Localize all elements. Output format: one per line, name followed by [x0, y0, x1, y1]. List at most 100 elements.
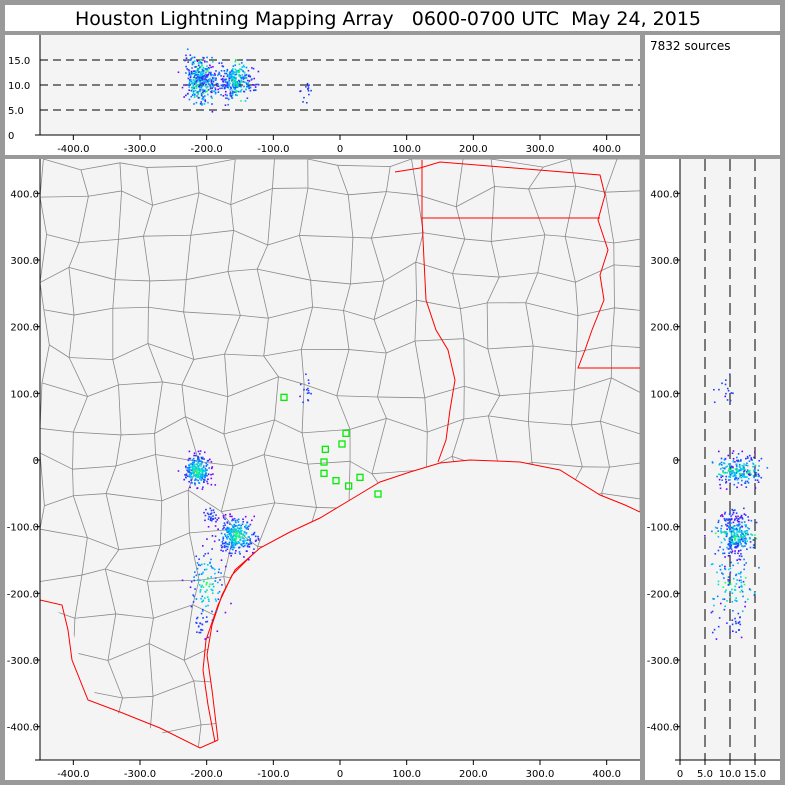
source-point	[226, 84, 228, 86]
source-point	[202, 466, 205, 468]
county-line	[307, 464, 317, 508]
source-point	[206, 589, 208, 591]
source-point	[238, 527, 241, 530]
station-marker	[374, 490, 382, 498]
source-point	[226, 70, 228, 73]
source-point	[746, 548, 748, 551]
source-point	[250, 542, 253, 545]
source-point	[243, 537, 245, 540]
source-point	[227, 74, 229, 76]
source-point	[240, 77, 242, 79]
source-point	[200, 77, 203, 80]
source-point	[194, 74, 196, 77]
source-point	[257, 70, 260, 73]
source-point	[245, 527, 248, 530]
source-point	[720, 527, 722, 530]
source-point	[745, 486, 748, 489]
source-point	[241, 81, 243, 83]
source-point	[715, 638, 718, 640]
county-line	[224, 354, 229, 397]
source-point	[199, 477, 201, 480]
source-point	[197, 625, 200, 628]
source-point	[236, 535, 239, 537]
county-line	[88, 190, 122, 197]
source-point	[741, 586, 743, 588]
source-point	[732, 630, 734, 633]
source-point	[736, 533, 738, 535]
county-line	[604, 159, 618, 193]
county-line	[68, 267, 75, 316]
source-point	[196, 458, 199, 461]
source-point	[305, 101, 308, 104]
source-point	[238, 81, 241, 84]
source-point	[209, 518, 212, 520]
county-line	[196, 166, 200, 193]
source-point	[228, 79, 231, 82]
source-point	[724, 591, 727, 593]
source-point	[194, 466, 197, 468]
source-point	[234, 552, 237, 555]
source-point	[210, 461, 213, 463]
source-point	[734, 617, 736, 620]
source-point	[745, 525, 747, 527]
county-line	[488, 415, 529, 422]
source-point	[234, 534, 237, 536]
source-point	[732, 577, 735, 580]
county-line	[599, 377, 612, 422]
source-point	[233, 71, 236, 73]
source-point	[211, 619, 214, 621]
source-point	[717, 530, 720, 532]
source-point	[240, 100, 242, 102]
source-point	[732, 535, 735, 537]
source-point	[234, 81, 237, 83]
county-line	[348, 191, 387, 196]
county-line	[537, 234, 546, 273]
source-point	[203, 475, 205, 477]
source-point	[232, 519, 234, 522]
source-point	[730, 533, 733, 535]
source-point	[731, 541, 734, 543]
main-x-tick-label: 300.0	[526, 769, 555, 780]
source-point	[183, 478, 185, 481]
source-point	[216, 82, 219, 85]
source-point	[732, 460, 735, 462]
source-point	[224, 85, 227, 87]
source-point	[754, 487, 757, 489]
source-point	[241, 545, 244, 547]
source-point	[306, 392, 309, 395]
county-line	[575, 315, 579, 352]
source-point	[726, 387, 729, 390]
source-point	[190, 79, 192, 81]
source-point	[717, 535, 720, 538]
source-point	[219, 579, 221, 581]
source-point	[193, 459, 196, 462]
source-point	[189, 79, 191, 82]
county-line	[490, 159, 495, 187]
source-point	[217, 73, 220, 76]
source-point	[232, 545, 235, 547]
source-point	[726, 600, 728, 602]
main-y-tick-label: 400.0	[10, 189, 39, 200]
county-line	[336, 349, 350, 396]
source-point	[204, 100, 207, 103]
source-point	[753, 594, 756, 596]
source-point	[755, 472, 758, 474]
source-point	[727, 554, 730, 557]
source-point	[745, 562, 747, 564]
source-point	[740, 571, 742, 574]
source-point	[240, 531, 242, 533]
county-line	[230, 159, 236, 205]
source-point	[731, 508, 733, 511]
source-point	[723, 598, 726, 601]
right-x-tick-label: 5.0	[697, 769, 713, 780]
source-point	[742, 537, 745, 540]
source-point	[729, 373, 731, 376]
source-point	[728, 469, 731, 471]
top-dashed-lines	[40, 59, 640, 111]
source-point	[231, 519, 233, 522]
source-point	[244, 525, 246, 528]
county-line	[601, 466, 610, 494]
source-point	[728, 521, 731, 524]
source-point	[723, 458, 726, 461]
source-point	[729, 470, 731, 472]
